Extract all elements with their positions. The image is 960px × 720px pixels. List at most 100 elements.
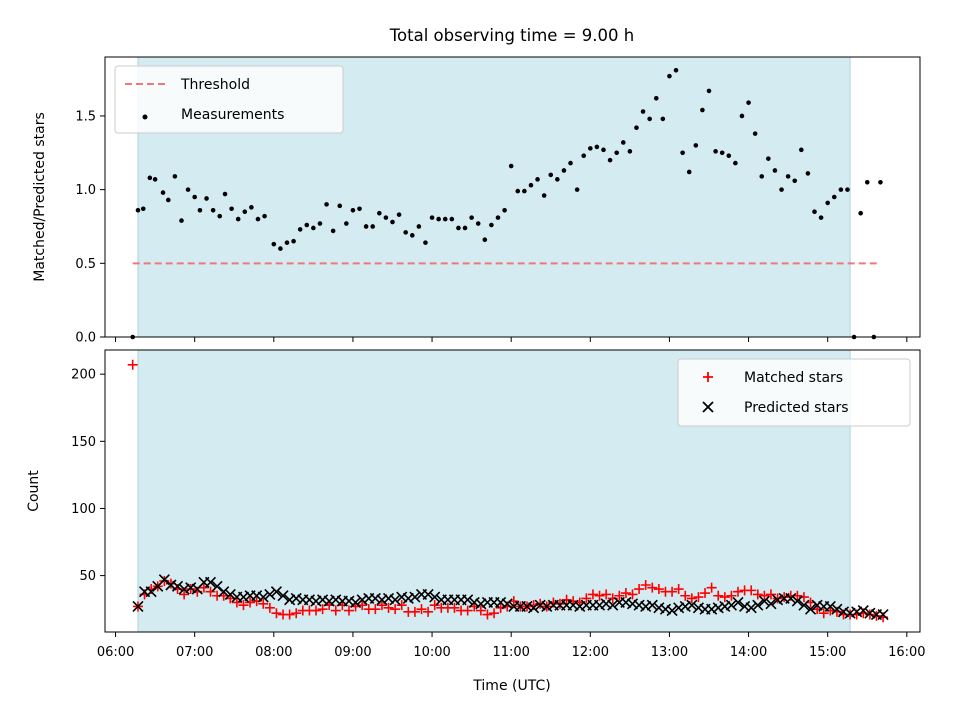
- matched-point: [726, 590, 737, 601]
- x-tick-label: 06:00: [97, 645, 134, 660]
- matched-point: [258, 598, 269, 609]
- measurement-point: [502, 207, 507, 213]
- measurement-point: [271, 241, 277, 247]
- measurement-point: [640, 109, 646, 114]
- predicted-point: [732, 596, 744, 609]
- measurement-point: [726, 153, 732, 159]
- predicted-point: [382, 592, 395, 604]
- measurement-point: [864, 179, 870, 185]
- measurement-point: [357, 206, 362, 212]
- matched-point: [620, 588, 631, 599]
- top-axes: 0.0 0.5 1.0 1.5 Matched/Predicted stars: [32, 56, 921, 346]
- measurement-point: [377, 210, 382, 216]
- predicted-point: [600, 598, 612, 610]
- predicted-point: [673, 602, 685, 614]
- measurement-point: [304, 222, 310, 228]
- measurement-point: [172, 174, 178, 179]
- measurement-point: [838, 187, 844, 192]
- predicted-point: [686, 599, 698, 611]
- matched-point: [706, 582, 717, 593]
- measurement-point: [686, 169, 692, 175]
- predicted-point: [567, 599, 579, 611]
- predicted-point: [574, 600, 586, 613]
- predicted-point: [270, 586, 283, 598]
- matched-point: [416, 604, 427, 615]
- matched-point: [449, 602, 460, 613]
- predicted-point: [501, 598, 513, 610]
- matched-point: [680, 590, 691, 601]
- measurement-point: [229, 206, 234, 212]
- matched-point: [311, 605, 322, 616]
- measurement-point: [845, 187, 850, 192]
- predicted-point: [593, 599, 606, 611]
- measurement-point: [242, 209, 248, 215]
- matched-point: [614, 590, 625, 601]
- legend-label: Threshold: [180, 77, 250, 93]
- measurement-point: [792, 178, 798, 184]
- measurement-point: [812, 209, 817, 215]
- measurement-point: [673, 67, 679, 73]
- matched-point: [554, 598, 565, 609]
- measurement-point: [197, 207, 203, 213]
- predicted-point: [495, 596, 507, 609]
- legend-box: [114, 65, 344, 134]
- measurement-point: [337, 203, 343, 209]
- measurement-point: [785, 174, 791, 179]
- matched-point: [733, 586, 744, 597]
- matched-point: [561, 594, 572, 605]
- measurement-point: [515, 188, 521, 194]
- matched-point: [264, 602, 275, 613]
- measurement-point: [403, 230, 408, 235]
- matched-point: [205, 586, 216, 597]
- predicted-point: [330, 594, 342, 606]
- matched-point: [462, 605, 473, 616]
- predicted-point: [719, 600, 731, 613]
- measurement-point: [160, 190, 166, 195]
- measurement-point: [574, 187, 580, 192]
- matched-point: [423, 606, 434, 617]
- matched-point: [383, 602, 394, 613]
- measurement-point: [805, 171, 811, 176]
- predicted-point: [679, 600, 691, 613]
- predicted-point: [851, 606, 863, 618]
- matched-point: [238, 600, 249, 611]
- predicted-point: [837, 606, 850, 618]
- predicted-point: [772, 594, 784, 606]
- predicted-point: [706, 603, 718, 615]
- top-legend: Threshold Measurements: [114, 65, 344, 134]
- legend-label: Matched stars: [744, 370, 843, 386]
- predicted-point: [633, 599, 645, 611]
- predicted-point: [237, 591, 250, 603]
- matched-point: [653, 584, 664, 595]
- bottom-axes: 50 100 150 200 06:00 07:00 08:00 09:00 10:00 11:0…: [26, 349, 926, 660]
- counts-series: [127, 359, 889, 623]
- measurement-point: [561, 168, 567, 173]
- x-tick-label: 16:00: [888, 645, 925, 660]
- y-tick-label: 150: [71, 435, 96, 450]
- axes-frame: [104, 56, 921, 338]
- measurement-point: [416, 224, 422, 229]
- measurement-point: [179, 218, 184, 223]
- measurement-point: [779, 187, 784, 192]
- measurement-point: [555, 177, 560, 182]
- measurement-point: [390, 219, 395, 225]
- x-tick-label: 12:00: [572, 645, 609, 660]
- measurement-point: [222, 191, 228, 197]
- measurement-point: [442, 216, 448, 222]
- predicted-point: [739, 600, 751, 613]
- measurement-point: [759, 174, 765, 179]
- matched-point: [179, 589, 190, 600]
- predicted-point: [171, 580, 184, 592]
- predicted-point: [811, 599, 823, 611]
- y-tick-label: 100: [71, 502, 96, 517]
- matched-point: [127, 359, 138, 370]
- matched-point: [601, 589, 612, 600]
- predicted-point: [277, 590, 289, 602]
- predicted-point: [204, 576, 217, 588]
- matched-point: [317, 604, 328, 615]
- measurement-point: [535, 177, 540, 182]
- measurement-point: [409, 233, 415, 238]
- x-tick-label: 07:00: [176, 645, 213, 660]
- measurement-point: [192, 194, 197, 200]
- y-axis-label: Count: [26, 470, 42, 512]
